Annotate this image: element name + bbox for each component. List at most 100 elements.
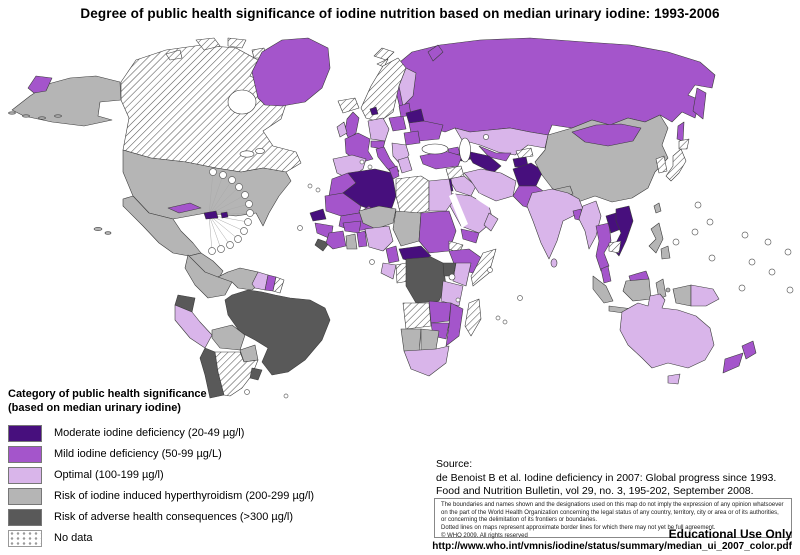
region-myanmar	[578, 200, 602, 250]
disclaimer-copyright: © WHO 2009. All rights reserved	[441, 532, 528, 539]
region-korea	[655, 155, 668, 174]
legend-item-adverse: Risk of adverse health consequences (>30…	[8, 507, 348, 528]
legend-swatch-optimal	[8, 466, 42, 484]
region-botswana	[420, 328, 440, 352]
legend: Category of public health significance (…	[8, 388, 348, 549]
legend-item-no-data: No data	[8, 528, 348, 549]
legend-item-moderate: Moderate iodine deficiency (20-49 µg/l)	[8, 423, 348, 444]
region-turkmenistan	[465, 150, 502, 174]
legend-label-no-data: No data	[54, 532, 93, 544]
region-papua-new-guinea	[690, 284, 720, 307]
disclaimer-box: The boundaries and names shown and the d…	[434, 498, 792, 539]
legend-swatch-hyperthyroidism	[8, 487, 42, 505]
region-japan	[665, 138, 690, 182]
region-arctic-islands	[165, 37, 267, 61]
region-new-zealand-north	[741, 340, 757, 360]
region-oman	[483, 212, 499, 232]
region-zambia	[428, 300, 452, 324]
region-india	[526, 188, 584, 260]
legend-item-hyperthyroidism: Risk of iodine induced hyperthyroidism (…	[8, 486, 348, 507]
region-mozambique	[445, 302, 464, 347]
region-french-guiana	[272, 276, 285, 294]
region-chad	[392, 210, 422, 247]
source-line1: de Benoist B et al. Iodine deficiency in…	[436, 471, 777, 484]
legend-label-optimal: Optimal (100-199 µg/l)	[54, 469, 164, 481]
region-alaska	[11, 75, 122, 127]
region-chukotka	[27, 75, 53, 94]
region-novaya-zemlya	[427, 44, 444, 62]
region-greenland	[251, 37, 331, 107]
region-dr-congo	[405, 256, 447, 304]
region-svalbard	[373, 47, 395, 68]
region-new-zealand-south	[722, 352, 744, 374]
region-ireland	[336, 121, 348, 138]
region-niger	[358, 205, 397, 230]
region-philippines	[648, 222, 671, 260]
legend-swatch-moderate	[8, 424, 42, 442]
region-iberia	[332, 154, 367, 180]
region-somalia	[470, 248, 497, 287]
legend-label-hyperthyroidism: Risk of iodine induced hyperthyroidism (…	[54, 490, 315, 502]
region-namibia	[400, 328, 422, 354]
region-burkina-faso	[342, 220, 362, 234]
region-malaysia-peninsula	[600, 265, 612, 284]
region-kyrgyzstan	[515, 147, 534, 159]
region-cambodia	[608, 240, 622, 254]
legend-label-moderate: Moderate iodine deficiency (20-49 µg/l)	[54, 427, 245, 439]
region-sri-lanka	[550, 258, 558, 268]
caribbean-callout-fan	[208, 168, 254, 255]
hudson-bay-and-lakes	[227, 89, 265, 158]
legend-heading: Category of public health significance (…	[8, 388, 348, 416]
region-indonesia-sumatra	[592, 275, 614, 304]
region-cuba	[167, 202, 202, 214]
region-angola	[402, 302, 432, 330]
region-yemen	[460, 228, 480, 244]
source-line2: Food and Nutrition Bulletin, vol 29, no.…	[436, 485, 754, 498]
region-colombia	[184, 254, 233, 299]
legend-label-mild: Mild iodine deficiency (50-99 µg/L)	[54, 448, 222, 460]
region-germany-central	[367, 117, 390, 142]
region-poland	[388, 115, 407, 132]
region-puerto-rico	[220, 211, 229, 219]
region-denmark	[369, 106, 379, 116]
region-australia	[619, 293, 715, 369]
region-afghanistan	[512, 162, 544, 187]
legend-label-adverse: Risk of adverse health consequences (>30…	[54, 511, 294, 523]
region-guyana	[251, 271, 269, 291]
source-citation: Source: de Benoist B et al. Iodine defic…	[436, 458, 776, 499]
legend-swatch-no-data	[8, 529, 42, 547]
region-mongolia	[571, 123, 642, 147]
region-hispaniola	[203, 210, 219, 220]
region-nigeria	[364, 225, 394, 252]
region-papua-indonesia	[672, 284, 692, 307]
legend-swatch-adverse	[8, 508, 42, 526]
source-label: Source:	[436, 458, 473, 470]
region-indonesia-borneo	[622, 278, 652, 302]
region-south-africa	[403, 345, 450, 377]
seas-and-lakes	[421, 134, 494, 281]
region-egypt	[428, 178, 454, 212]
legend-item-mild: Mild iodine deficiency (50-99 µg/L)	[8, 444, 348, 465]
region-gabon	[380, 262, 397, 280]
region-tasmania	[667, 373, 681, 385]
disclaimer-para1: The boundaries and names shown and the d…	[441, 502, 784, 524]
page-title: Degree of public health significance of …	[80, 6, 720, 21]
region-kazakhstan	[454, 127, 549, 156]
region-uruguay	[249, 367, 263, 381]
educational-use-label: Educational Use Only	[668, 527, 792, 541]
hawaii-islands	[93, 227, 112, 235]
region-argentina	[214, 351, 259, 397]
region-taiwan	[653, 202, 662, 214]
region-togo-benin	[356, 230, 368, 248]
disclaimer-para2: Dotted lines on maps represent approxima…	[441, 525, 716, 532]
legend-heading-line1: Category of public health significance	[8, 388, 207, 400]
region-ghana	[345, 233, 358, 250]
small-island-circles	[244, 159, 794, 399]
region-tunisia	[388, 165, 400, 180]
region-uzbekistan	[478, 145, 512, 162]
source-url: http://www.who.int/vmnis/iodine/status/s…	[432, 541, 792, 552]
region-cote-divoire	[325, 230, 347, 250]
region-kamchatka	[692, 87, 707, 120]
region-iraq	[448, 175, 477, 197]
